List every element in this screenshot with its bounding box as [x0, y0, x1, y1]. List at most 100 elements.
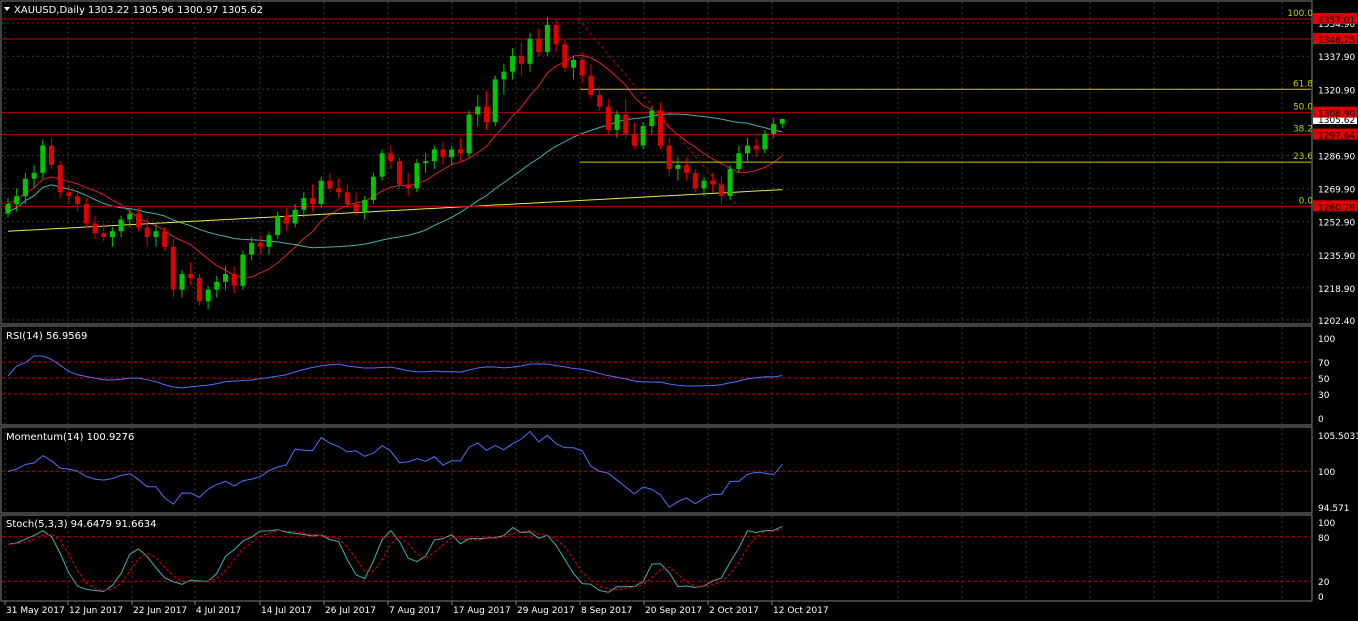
- price-tag-label: 1297.64: [1318, 132, 1355, 142]
- candle-body: [484, 106, 489, 123]
- candle-body: [31, 172, 37, 179]
- candle-body: [658, 110, 663, 146]
- momentum-line: [7, 430, 783, 508]
- candle-body: [553, 24, 559, 45]
- candle-body: [597, 94, 603, 107]
- fib-level-label: 0.0: [1299, 196, 1314, 206]
- momentum-axis-label: 105.5031: [1318, 432, 1358, 442]
- price-tag: [1313, 32, 1357, 44]
- candle-body: [475, 106, 481, 115]
- candle-body: [292, 209, 298, 224]
- candle-body: [745, 145, 750, 154]
- candle-body: [136, 213, 141, 228]
- candle-body: [14, 196, 20, 204]
- stoch-panel[interactable]: 100 80 20 0 Stoch(5,3,3) 94.6479 91.6634: [0, 514, 1335, 603]
- candle-body: [501, 71, 507, 80]
- stoch-signal-line: [7, 528, 783, 591]
- time-axis-label: 12 Oct 2017: [773, 606, 829, 616]
- time-axis-label: 17 Aug 2017: [453, 606, 511, 616]
- candle-body: [397, 161, 402, 185]
- candle-body: [370, 176, 376, 201]
- price-axis: 1354.90 1337.90 1320.90 1305.62 1286.90 1269.…: [1313, 13, 1357, 327]
- candle-body: [579, 59, 585, 76]
- candle-body: [640, 126, 646, 146]
- time-axis: 31 May 2017 12 Jun 2017 22 Jun 2017 4 Jul 2…: [4, 601, 829, 616]
- candle-body: [266, 235, 272, 247]
- fib-level-label: 50.0: [1293, 103, 1313, 113]
- candle-body: [518, 56, 524, 64]
- candle-body: [344, 192, 350, 204]
- price-axis-label: 1235.90: [1318, 252, 1355, 262]
- candle-body: [22, 178, 28, 197]
- price-tag-label: 1357.01: [1318, 16, 1355, 26]
- stoch-axis-label: 20: [1318, 578, 1330, 588]
- candle-body: [214, 281, 220, 290]
- fib-level-label: 100.0: [1287, 9, 1313, 19]
- candle-body: [562, 44, 568, 68]
- candle-body: [718, 184, 724, 197]
- candle-body: [527, 38, 533, 64]
- candle-body: [605, 106, 611, 130]
- candle-body: [449, 149, 455, 158]
- stoch-axis-label: 100: [1318, 519, 1335, 529]
- price-axis-label: 1320.90: [1318, 86, 1355, 96]
- candle-body: [257, 242, 263, 247]
- rsi-axis-label: 70: [1318, 359, 1330, 369]
- time-axis-label: 7 Aug 2017: [389, 606, 441, 616]
- fib-level-label: 61.8: [1293, 79, 1313, 89]
- candle-body: [188, 274, 194, 278]
- candle-body: [414, 163, 420, 189]
- rsi-axis-label: 100: [1318, 335, 1335, 345]
- candle-body: [66, 192, 72, 197]
- candle-body: [275, 215, 281, 236]
- candle-body: [5, 203, 11, 214]
- rsi-axis: 100 70 50 30 0: [1318, 335, 1335, 425]
- candle-body: [205, 289, 211, 302]
- momentum-grid: [2, 428, 1311, 512]
- rsi-panel[interactable]: 100 70 50 30 0 RSI(14) 56.9569: [0, 325, 1335, 426]
- price-axis-label: 1354.90: [1318, 20, 1355, 30]
- candle-body: [388, 153, 394, 162]
- candle-body: [353, 203, 359, 212]
- candle-body: [196, 277, 202, 302]
- candle-body: [675, 165, 681, 169]
- stoch-axis-label: 80: [1318, 534, 1330, 544]
- fib-level-label: 23.6: [1293, 152, 1313, 162]
- candle-body: [588, 75, 594, 95]
- price-axis-label: 1286.90: [1318, 152, 1355, 162]
- price-tag-label: 1308.90: [1318, 110, 1355, 120]
- price-tag-label: 1346.75: [1318, 36, 1355, 46]
- candle-body: [701, 180, 707, 189]
- candle-body: [49, 145, 54, 166]
- candle-body: [283, 215, 289, 224]
- dropdown-arrow-icon[interactable]: [4, 7, 10, 11]
- price-axis-label: 1269.90: [1318, 186, 1355, 196]
- candle-body: [144, 227, 150, 238]
- time-axis-label: 26 Jul 2017: [325, 606, 376, 616]
- price-panel[interactable]: 100.061.850.038.223.60.0 1354.901337.901…: [0, 0, 1357, 327]
- candle-body: [492, 79, 498, 123]
- candle-body: [631, 133, 637, 146]
- candle-body: [431, 149, 437, 162]
- candle-body: [692, 172, 698, 189]
- candle-body: [75, 196, 81, 204]
- candle-body: [466, 114, 472, 154]
- rsi-axis-label: 0: [1318, 415, 1324, 425]
- candle-body: [405, 184, 411, 189]
- candle-body: [83, 203, 89, 224]
- price-axis-label: 1218.90: [1318, 285, 1355, 295]
- rsi-axis-label: 30: [1318, 391, 1330, 401]
- stoch-header: Stoch(5,3,3) 94.6479 91.6634: [6, 519, 157, 530]
- candle-body: [666, 145, 672, 169]
- horizontal-lines: 100.0 61.8 50.0 38.2 23.6 0.0: [2, 9, 1314, 207]
- candle-body: [736, 153, 742, 169]
- price-axis-label: 1202.40: [1318, 317, 1355, 327]
- momentum-panel[interactable]: 105.5031 100 94.571 Momentum(14) 100.9276: [0, 426, 1358, 514]
- candle-body: [544, 24, 550, 53]
- momentum-axis-label: 94.571: [1318, 504, 1350, 514]
- candle-body: [649, 110, 655, 127]
- candle-body: [249, 242, 255, 255]
- time-axis-label: 22 Jun 2017: [133, 606, 187, 616]
- candle-body: [336, 188, 342, 193]
